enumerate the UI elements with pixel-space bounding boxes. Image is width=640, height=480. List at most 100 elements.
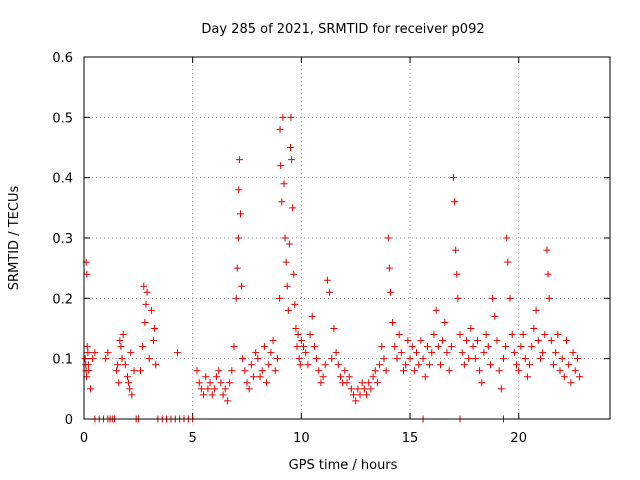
data-point: [417, 337, 425, 345]
data-point: [497, 385, 505, 393]
data-point: [236, 210, 244, 218]
data-point: [260, 343, 268, 351]
data-point: [126, 385, 134, 393]
axis-ticks: 0 0.1 0.2 0.3 0.4 0.5 0.6 0 5 10 15 20: [52, 51, 610, 446]
data-point: [285, 240, 293, 248]
data-point: [371, 367, 379, 375]
y-tick-label: 0.6: [52, 51, 73, 66]
data-point: [291, 300, 299, 308]
data-point: [83, 343, 91, 351]
data-point: [221, 385, 229, 393]
data-point: [504, 258, 512, 266]
data-point: [378, 343, 386, 351]
data-point: [560, 373, 568, 381]
data-point: [304, 361, 312, 369]
data-point: [413, 349, 421, 357]
data-point: [213, 373, 221, 381]
y-axis-label: SRMTID / TECUs: [7, 186, 22, 291]
data-point: [382, 367, 390, 375]
data-point: [296, 361, 304, 369]
data-point: [439, 337, 447, 345]
data-point: [117, 343, 125, 351]
data-point: [380, 355, 388, 363]
x-tick-label: 15: [402, 431, 419, 446]
data-point: [571, 367, 579, 375]
data-point: [445, 367, 453, 375]
data-point: [139, 343, 147, 351]
data-point: [458, 349, 466, 357]
data-point: [113, 367, 121, 375]
data-point: [269, 337, 277, 345]
data-point: [150, 337, 158, 345]
data-point: [330, 325, 338, 332]
data-point: [404, 337, 412, 345]
data-point: [284, 306, 292, 314]
data-point: [434, 343, 442, 351]
data-point: [384, 234, 392, 242]
data-point: [567, 379, 575, 387]
data-point: [258, 367, 266, 375]
data-point: [345, 373, 353, 381]
data-point: [534, 337, 542, 345]
data-point: [223, 397, 231, 405]
data-point: [315, 367, 323, 375]
data-point: [406, 355, 414, 363]
plot-frame: [83, 56, 611, 420]
data-point: [235, 156, 243, 164]
data-point: [502, 343, 510, 351]
data-point: [415, 361, 423, 369]
data-point: [84, 349, 92, 357]
data-point: [247, 361, 255, 369]
data-point: [238, 282, 246, 290]
x-tick-label: 10: [293, 431, 310, 446]
data-point: [265, 361, 273, 369]
data-point: [297, 337, 305, 345]
data-point: [544, 270, 552, 278]
data-point: [536, 355, 544, 363]
y-tick-label: 0.4: [52, 172, 73, 187]
data-point: [373, 379, 381, 387]
data-point: [443, 349, 451, 357]
data-point: [513, 361, 521, 369]
data-point: [515, 367, 523, 375]
data-point: [147, 306, 155, 314]
data-point: [499, 355, 507, 363]
data-point: [91, 349, 99, 357]
data-point: [558, 355, 566, 363]
data-point: [277, 162, 285, 170]
data-point: [532, 306, 540, 314]
data-point: [130, 367, 138, 375]
data-point: [358, 379, 366, 387]
data-point: [206, 379, 214, 387]
data-point: [426, 361, 434, 369]
y-tick-label: 0: [65, 413, 73, 428]
data-point: [471, 355, 479, 363]
data-point: [128, 391, 136, 399]
data-point: [423, 343, 431, 351]
data-point: [573, 355, 581, 363]
data-point: [350, 391, 358, 399]
data-point: [356, 391, 364, 399]
data-point: [250, 373, 258, 381]
data-point: [460, 361, 468, 369]
data-point: [202, 373, 210, 381]
data-point: [114, 361, 122, 369]
data-point: [552, 349, 560, 357]
data-point: [393, 355, 401, 363]
data-point: [123, 373, 131, 381]
data-point: [317, 379, 325, 387]
data-point: [456, 331, 464, 339]
data-point: [408, 343, 416, 351]
data-point: [243, 379, 251, 387]
data-point: [276, 294, 284, 302]
data-point: [234, 234, 242, 242]
data-point: [352, 397, 360, 405]
data-point: [541, 331, 549, 339]
data-point: [369, 373, 377, 381]
data-point: [478, 379, 486, 387]
data-point: [360, 385, 368, 393]
data-point: [210, 385, 218, 393]
data-point: [510, 349, 518, 357]
data-point: [556, 367, 564, 375]
data-point: [554, 331, 562, 339]
